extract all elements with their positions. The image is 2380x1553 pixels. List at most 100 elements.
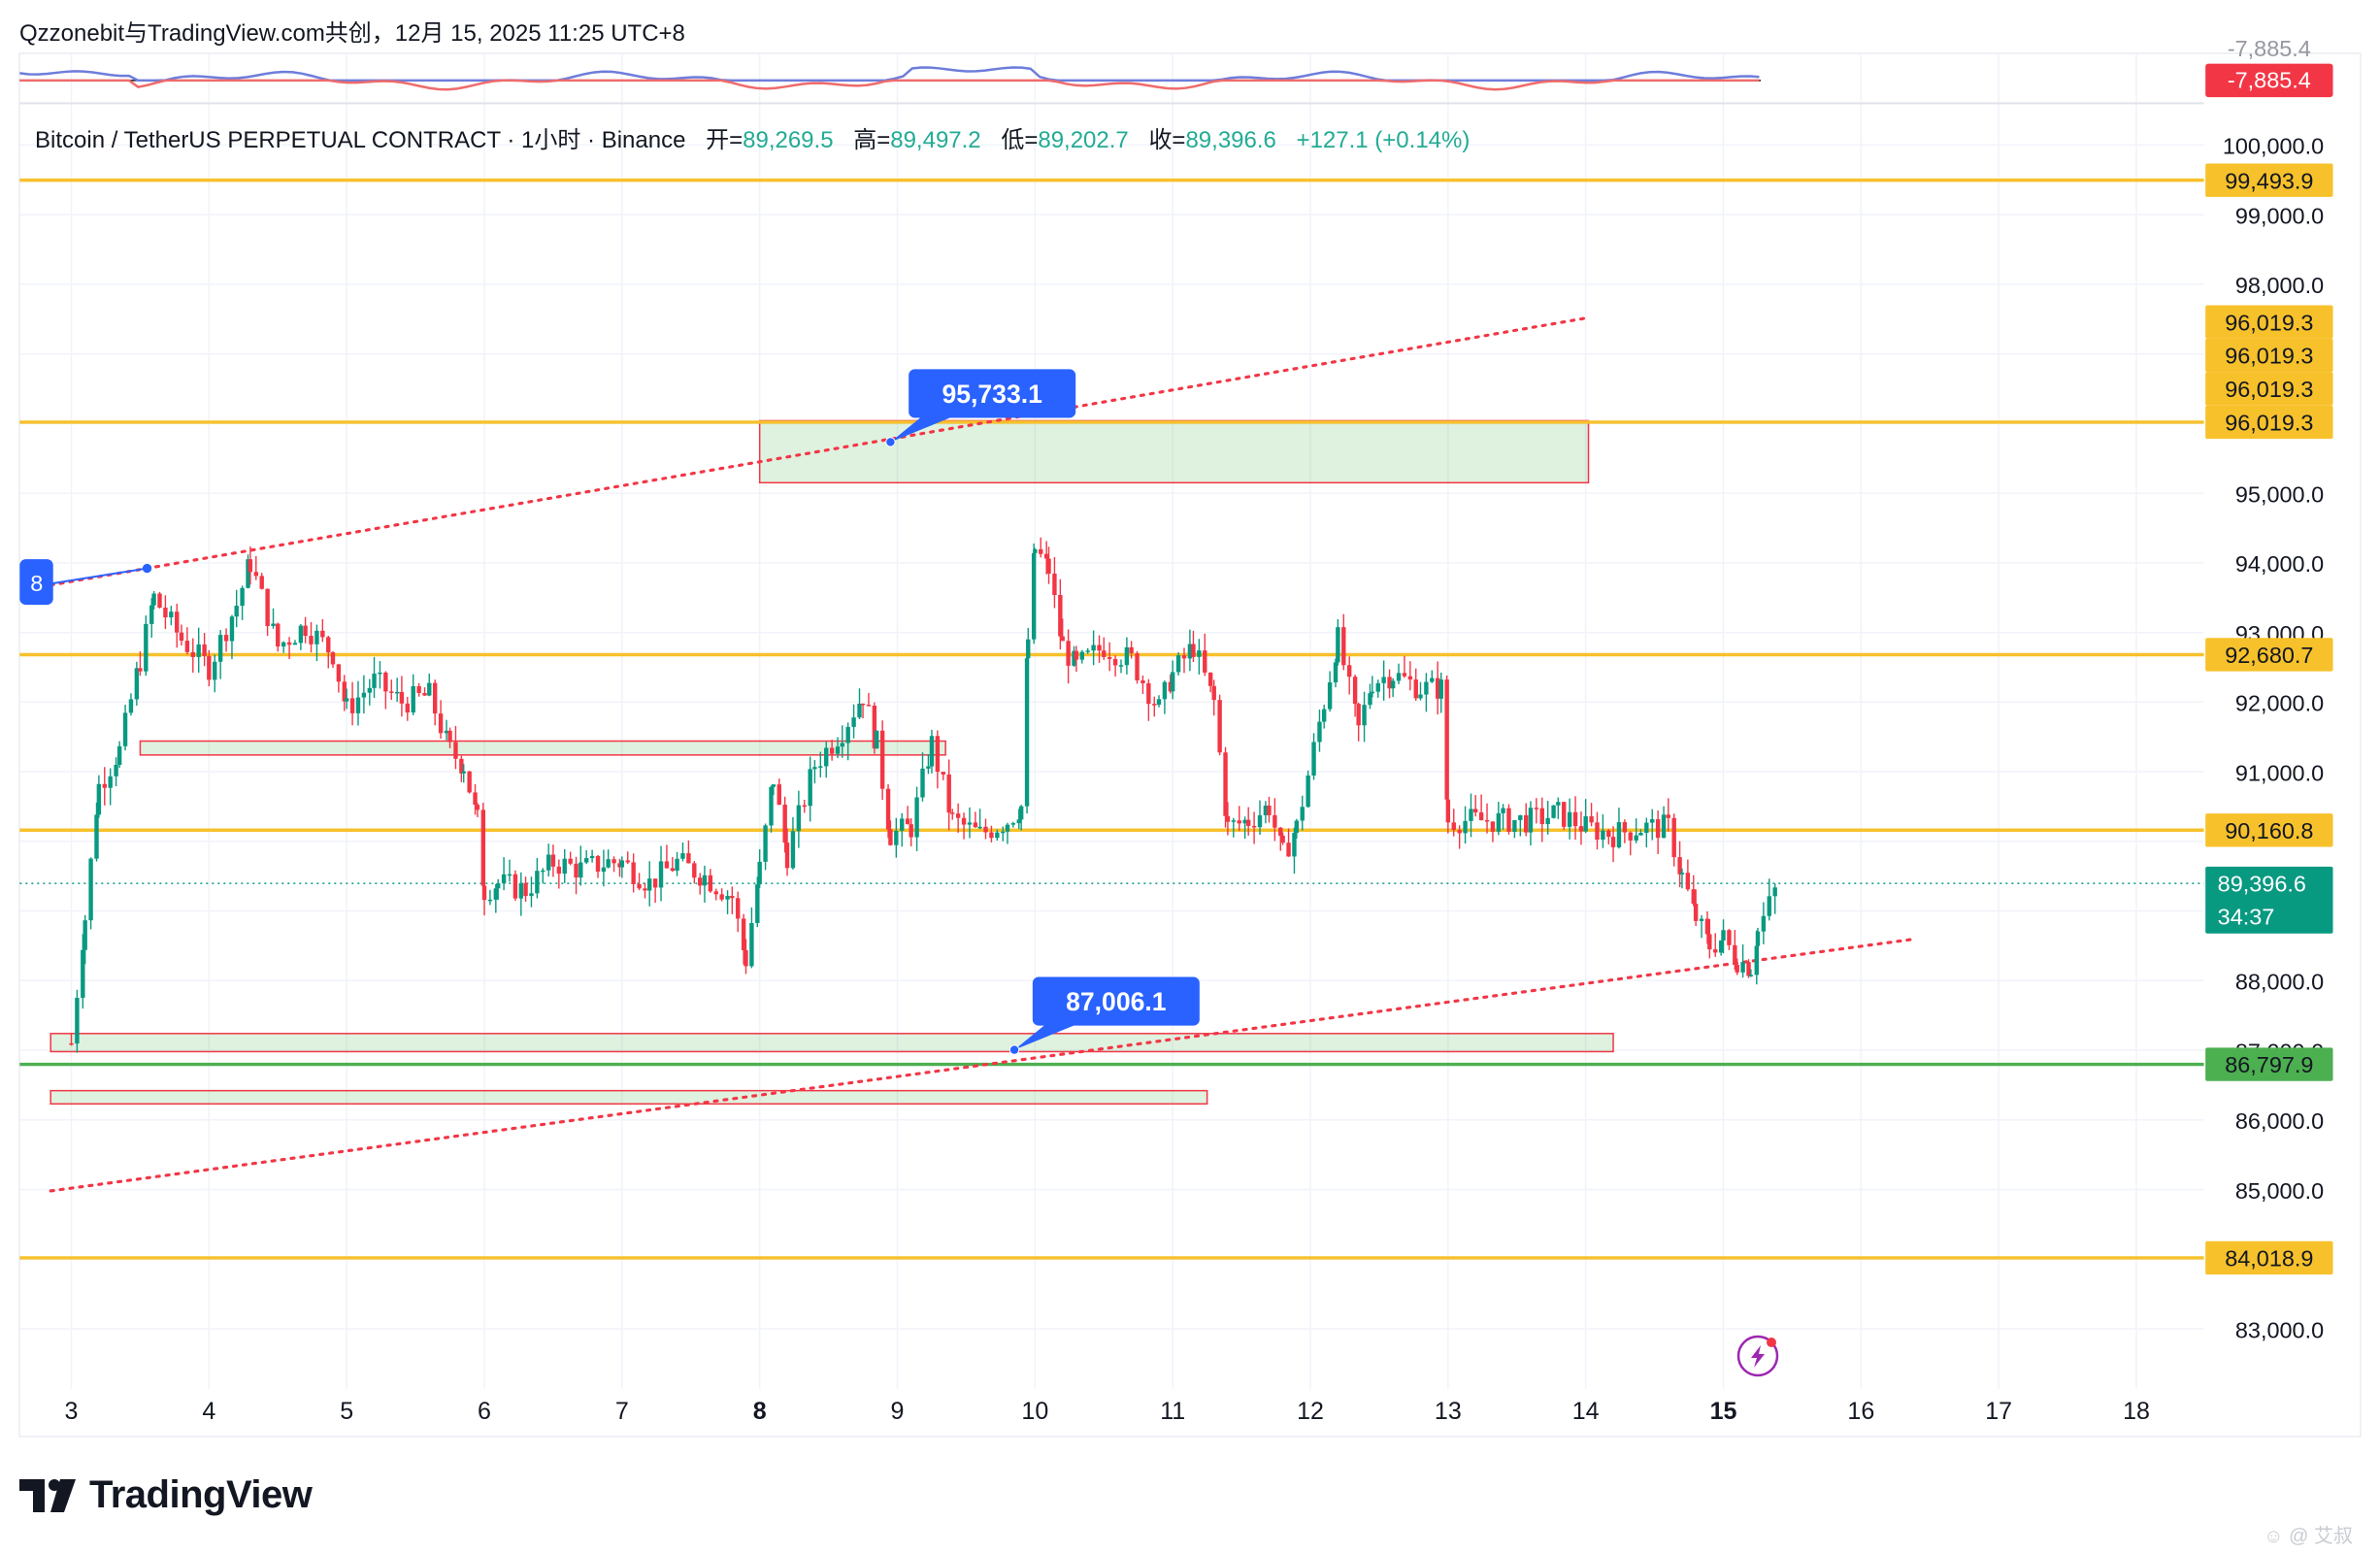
candle-body bbox=[108, 776, 113, 788]
candle-body bbox=[1001, 831, 1006, 834]
candle-body bbox=[253, 572, 258, 577]
indicator-value-text: -7,885.4 bbox=[2228, 68, 2311, 93]
candle-body bbox=[929, 736, 935, 767]
y-tick-label: 92,000.0 bbox=[2235, 691, 2324, 716]
candle-body bbox=[1583, 816, 1588, 832]
candle-body bbox=[427, 682, 432, 696]
candle-body bbox=[1010, 823, 1016, 825]
y-tick-label: 94,000.0 bbox=[2235, 551, 2324, 577]
candle-body bbox=[1052, 573, 1057, 596]
candle-body bbox=[1280, 836, 1285, 843]
trendline bbox=[49, 937, 1918, 1193]
candle-body bbox=[879, 730, 885, 789]
candle-body bbox=[675, 858, 679, 872]
candle-body bbox=[1735, 964, 1739, 973]
candle-body bbox=[995, 832, 1000, 839]
candle-body bbox=[1463, 820, 1468, 834]
candle-body bbox=[1356, 704, 1361, 726]
candle-body bbox=[303, 625, 308, 637]
candle-body bbox=[1761, 915, 1767, 932]
candle-body bbox=[989, 832, 994, 839]
candle-body bbox=[840, 743, 844, 747]
candle-body bbox=[824, 747, 829, 767]
candle-body bbox=[1655, 819, 1661, 839]
candle-body bbox=[69, 1042, 74, 1045]
candle-body bbox=[1748, 975, 1754, 976]
candle-body bbox=[1211, 685, 1216, 701]
candle-body bbox=[144, 623, 149, 672]
candle-body bbox=[719, 894, 724, 900]
candle-body bbox=[784, 843, 790, 869]
candle-body bbox=[134, 668, 140, 700]
zone-box bbox=[50, 1033, 1614, 1053]
price-tag-text: 90,160.8 bbox=[2225, 818, 2313, 843]
candle-body bbox=[207, 655, 212, 680]
candle-body bbox=[1168, 681, 1173, 692]
candle-body bbox=[1390, 680, 1396, 689]
candle-body bbox=[1031, 552, 1037, 640]
price-tag-text: 96,019.3 bbox=[2225, 377, 2313, 402]
candle-body bbox=[1666, 814, 1670, 818]
candle-body bbox=[1506, 808, 1511, 832]
candle-body bbox=[556, 866, 562, 875]
callout-anchor bbox=[885, 437, 896, 447]
price-tag bbox=[2205, 1240, 2333, 1275]
candle-body bbox=[122, 712, 128, 746]
candle-body bbox=[535, 871, 540, 894]
candle-body bbox=[1156, 699, 1162, 706]
tradingview-logo[interactable]: TradingView bbox=[19, 1473, 313, 1517]
candle-body bbox=[1079, 651, 1084, 660]
candle-body bbox=[217, 635, 223, 662]
callout-anchor bbox=[1008, 1044, 1020, 1055]
candle-body bbox=[1257, 814, 1263, 828]
candle-body bbox=[606, 859, 611, 868]
price-tag bbox=[2205, 1047, 2333, 1081]
price-tag-text: 96,019.3 bbox=[2225, 411, 2313, 436]
candle-body bbox=[96, 783, 102, 815]
candle-body bbox=[495, 883, 501, 889]
candle-body bbox=[475, 805, 480, 810]
candle-body bbox=[1518, 814, 1523, 821]
candle-body bbox=[967, 822, 973, 825]
candle-body bbox=[749, 922, 754, 967]
candle-body bbox=[664, 861, 670, 869]
low-label: 低= bbox=[1001, 127, 1039, 153]
candle-body bbox=[1060, 636, 1065, 642]
candle-body bbox=[326, 637, 331, 653]
candle-body bbox=[1610, 837, 1616, 847]
candle-body bbox=[116, 745, 122, 765]
candle-body bbox=[631, 862, 636, 884]
candle-body bbox=[1346, 665, 1352, 677]
x-tick-label: 8 bbox=[753, 1398, 767, 1425]
candle-body bbox=[1496, 812, 1502, 832]
candle-body bbox=[1693, 904, 1699, 921]
candle-body bbox=[1074, 650, 1079, 660]
candle-body bbox=[1606, 830, 1611, 838]
indicator-top-value: -7,885.4 bbox=[2228, 36, 2311, 61]
candle-body bbox=[545, 854, 551, 871]
x-tick-label: 4 bbox=[202, 1398, 215, 1425]
close-value: 89,396.6 bbox=[1185, 127, 1276, 153]
candle-body bbox=[1072, 650, 1076, 666]
candle-body bbox=[1699, 918, 1704, 921]
candle-body bbox=[1713, 949, 1718, 953]
candle-body bbox=[1321, 709, 1327, 722]
candle-body bbox=[601, 867, 607, 873]
candle-body bbox=[670, 868, 676, 872]
lightning-icon[interactable] bbox=[1736, 1335, 1779, 1377]
low-value: 89,202.7 bbox=[1038, 127, 1129, 153]
time-axis[interactable]: 3 4 5 6 7 8 9 10 11 12 13 14 15 16 17 18 bbox=[65, 1398, 2150, 1425]
candle-body bbox=[1562, 802, 1567, 827]
symbol-name[interactable]: Bitcoin / TetherUS PERPETUAL CONTRACT · … bbox=[35, 127, 686, 153]
candle-body bbox=[378, 672, 382, 675]
candle-body bbox=[835, 746, 841, 754]
candle-body bbox=[574, 863, 578, 878]
candle-body bbox=[1396, 673, 1402, 681]
price-tag bbox=[2205, 163, 2333, 197]
candle-body bbox=[355, 697, 361, 713]
zone-box bbox=[139, 740, 946, 756]
price-axis[interactable]: 100,000.0 99,000.0 98,000.0 95,000.0 94,000.… bbox=[2205, 134, 2333, 1343]
grid bbox=[19, 54, 2204, 1389]
candle-body bbox=[286, 642, 292, 645]
